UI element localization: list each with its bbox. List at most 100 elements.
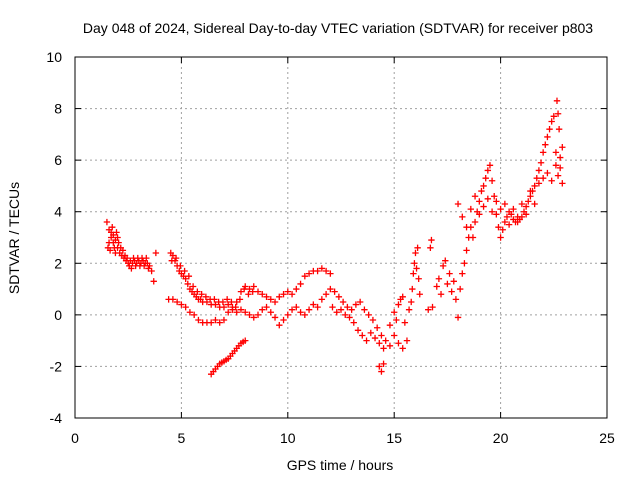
data-point: [467, 205, 475, 213]
data-point: [280, 316, 287, 324]
data-point: [488, 208, 496, 215]
y-tick-label: 4: [54, 204, 62, 220]
y-axis-ticks: -4 -2 0 2 4 6 8 10: [46, 49, 607, 426]
data-point: [329, 303, 336, 311]
data-point: [401, 319, 409, 326]
data-point: [531, 200, 538, 208]
data-point: [497, 234, 504, 241]
data-point: [220, 316, 228, 324]
data-point: [301, 272, 309, 280]
data-point: [414, 244, 421, 252]
data-point: [435, 275, 443, 282]
x-tick-label: 20: [493, 430, 509, 446]
data-point: [471, 218, 479, 226]
data-point: [542, 141, 549, 148]
data-point: [222, 356, 230, 364]
data-point: [105, 239, 113, 246]
data-point: [210, 368, 217, 375]
data-point: [535, 180, 543, 187]
data-point: [376, 340, 383, 347]
data-point: [548, 177, 555, 184]
data-point: [488, 177, 496, 184]
data-point: [416, 291, 423, 298]
data-point: [444, 280, 451, 288]
data-point: [454, 314, 462, 321]
data-point: [152, 249, 160, 257]
data-point: [559, 144, 566, 151]
data-point: [482, 174, 489, 182]
data-point: [486, 162, 494, 169]
data-point: [284, 288, 291, 295]
data-point: [123, 254, 131, 262]
data-point: [452, 296, 460, 303]
x-tick-label: 15: [386, 430, 402, 446]
x-axis-ticks: 0 5 10 15 20 25: [71, 57, 615, 446]
data-point: [301, 311, 309, 319]
data-point: [425, 306, 432, 313]
data-point: [327, 270, 334, 277]
data-point: [354, 327, 362, 334]
data-point: [186, 309, 194, 316]
data-point: [271, 314, 279, 321]
data-point: [478, 187, 485, 195]
x-tick-label: 0: [71, 430, 79, 446]
grid-lines: [75, 57, 607, 418]
data-point: [537, 159, 545, 166]
data-point: [305, 270, 313, 277]
data-point: [337, 306, 345, 313]
data-point: [263, 293, 270, 301]
data-point: [376, 363, 383, 370]
data-point: [284, 311, 291, 319]
data-point: [150, 278, 157, 285]
data-point: [280, 291, 287, 298]
data-point: [182, 303, 189, 311]
data-point: [181, 267, 188, 275]
data-point: [218, 359, 226, 366]
data-point: [409, 285, 416, 293]
data-point: [427, 244, 434, 252]
data-point: [335, 293, 343, 301]
y-tick-label: 10: [46, 49, 62, 65]
data-point: [415, 275, 422, 282]
data-point: [501, 218, 509, 226]
data-point: [106, 247, 114, 254]
data-point: [399, 345, 406, 352]
data-point: [554, 110, 562, 117]
data-point: [297, 280, 304, 288]
data-point: [223, 296, 231, 303]
data-point: [263, 303, 270, 311]
data-point: [386, 321, 394, 329]
data-point: [348, 306, 355, 313]
data-point: [293, 303, 300, 311]
data-point: [369, 316, 377, 324]
series-1: [167, 249, 334, 311]
data-point: [448, 288, 455, 295]
data-point: [359, 332, 366, 339]
x-tick-label: 5: [178, 430, 186, 446]
data-point: [525, 198, 532, 205]
data-point: [493, 198, 500, 205]
data-point: [237, 306, 245, 313]
series-3: [207, 337, 249, 378]
data-point: [393, 316, 400, 324]
data-point: [391, 332, 398, 339]
data-point: [399, 293, 406, 301]
y-tick-label: -2: [50, 358, 63, 374]
data-point: [267, 309, 274, 316]
data-point: [254, 311, 262, 319]
data-point: [168, 257, 176, 264]
data-point: [350, 319, 357, 326]
data-point: [115, 239, 122, 246]
data-point: [113, 229, 120, 236]
data-point: [185, 272, 193, 280]
series-4: [376, 236, 436, 375]
data-point: [484, 195, 492, 203]
x-axis-label: GPS time / hours: [287, 457, 394, 473]
data-point: [386, 342, 394, 349]
data-point: [314, 303, 321, 311]
data-point: [556, 164, 564, 172]
data-point: [373, 324, 381, 331]
data-point: [267, 296, 274, 303]
data-point: [403, 337, 411, 344]
data-point: [318, 296, 326, 303]
